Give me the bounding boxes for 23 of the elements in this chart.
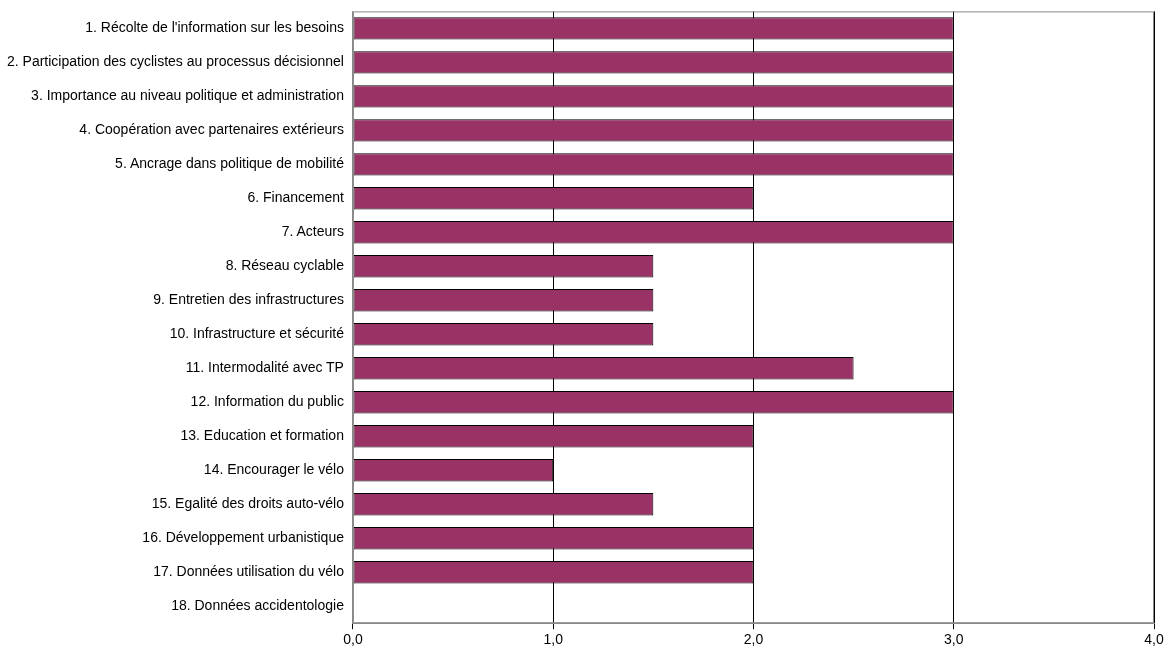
y-tick-label: 18. Données accidentologie: [171, 597, 345, 614]
y-tick-label: 1. Récolte de l'information sur les besoins: [85, 19, 344, 36]
y-tick-label: 15. Egalité des droits auto-vélo: [151, 495, 345, 512]
x-tick-label: 2,0: [743, 631, 764, 648]
y-tick-label: 16. Développement urbanistique: [142, 529, 345, 546]
y-tick-label: 9. Entretien des infrastructures: [153, 291, 344, 308]
y-tick-label: 7. Acteurs: [281, 223, 344, 240]
y-tick-label: 2. Participation des cyclistes au processus décisionnel: [7, 53, 344, 70]
x-tick-label: 4,0: [1144, 631, 1164, 648]
x-tick-label: 1,0: [543, 631, 564, 648]
y-tick-label: 4. Coopération avec partenaires extérieurs: [79, 121, 344, 138]
x-tick-label: 3,0: [944, 631, 964, 648]
y-tick-label: 11. Intermodalité avec TP: [185, 359, 344, 376]
y-tick-label: 13. Education et formation: [180, 427, 344, 444]
y-tick-label: 6. Financement: [247, 189, 345, 206]
y-tick-label: 3. Importance au niveau politique et administration: [31, 87, 344, 104]
y-tick-label: 12. Information du public: [190, 393, 344, 410]
y-tick-label: 10. Infrastructure et sécurité: [169, 325, 345, 342]
y-tick-label: 8. Réseau cyclable: [225, 257, 345, 274]
y-tick-label: 5. Ancrage dans politique de mobilité: [115, 155, 345, 172]
y-tick-label: 17. Données utilisation du vélo: [153, 563, 345, 580]
y-tick-label: 14. Encourager le vélo: [203, 461, 345, 478]
x-tick-label: 0,0: [343, 631, 363, 648]
